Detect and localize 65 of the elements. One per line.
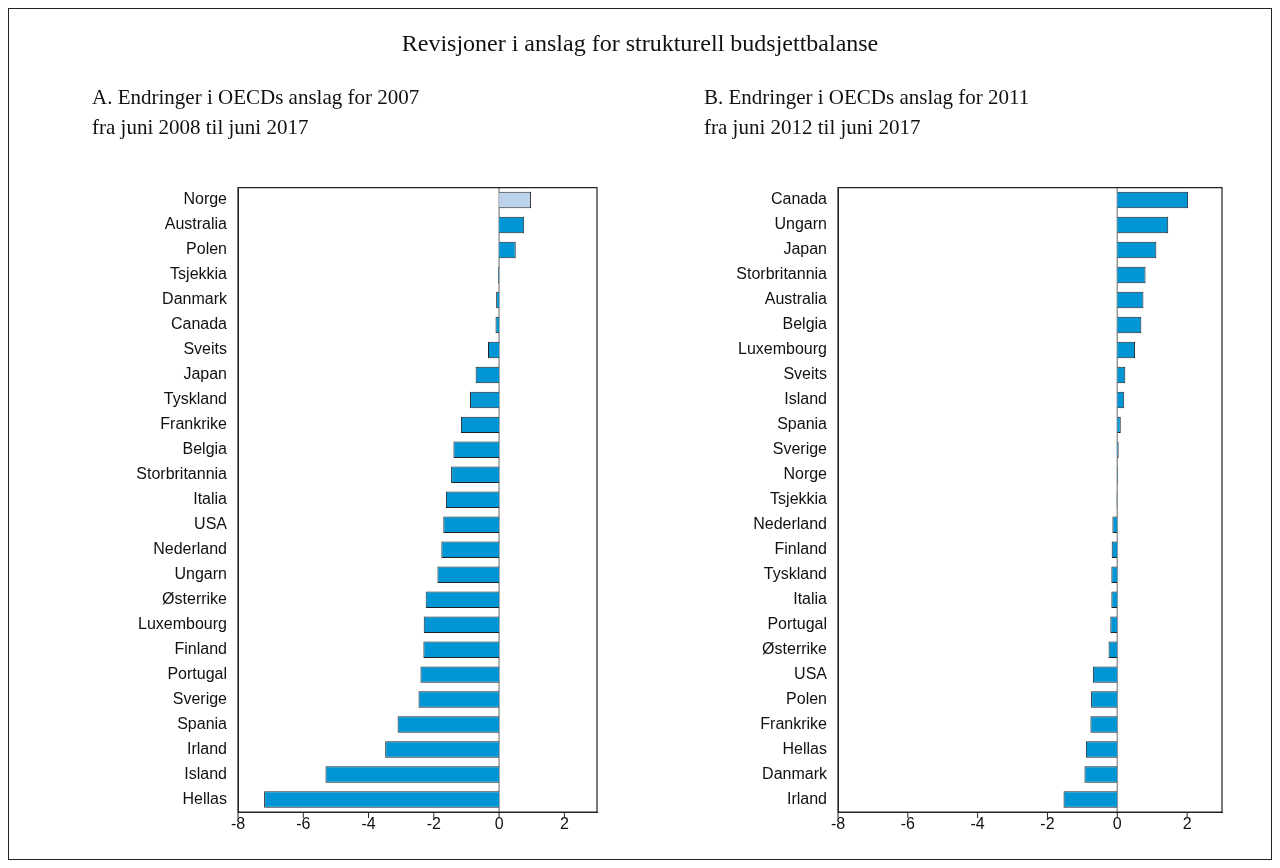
y-tick-label: Sverige (772, 440, 828, 458)
y-tick-label: Japan (783, 240, 827, 258)
chart-subtitle: B. Endringer i OECDs anslag for 2011 fra juni 2012 til juni 2017 (704, 84, 1030, 141)
x-tick-label: -8 (830, 815, 846, 833)
y-tick-label: Irland (186, 739, 227, 757)
y-tick-label: Storbritannia (736, 265, 828, 283)
y-tick-label: Finland (774, 540, 827, 558)
y-tick-label: Sveits (783, 365, 827, 383)
y-tick-label: Luxembourg (138, 615, 227, 633)
y-tick-label: Ungarn (774, 215, 827, 233)
y-tick-label: Australia (164, 215, 228, 233)
y-tick-label: Hellas (782, 739, 827, 757)
y-tick-label: Ungarn (174, 565, 227, 583)
y-tick-label: Nederland (753, 515, 827, 533)
y-tick-label: Storbritannia (136, 465, 228, 483)
x-tick-label: -4 (970, 815, 985, 833)
y-tick-label: Tyskland (163, 390, 227, 408)
y-tick-label: Canada (170, 315, 228, 333)
x-tick-label: 2 (1182, 815, 1192, 833)
y-tick-label: Nederland (153, 540, 227, 558)
y-tick-label: Canada (770, 190, 828, 208)
y-tick-label: Danmark (762, 764, 828, 782)
y-tick-label: Luxembourg (738, 340, 827, 358)
y-tick-label: Danmark (162, 290, 228, 308)
x-tick-label: -2 (426, 815, 442, 833)
y-tick-label: Sveits (183, 340, 227, 358)
y-tick-label: Frankrike (160, 415, 228, 433)
y-tick-label: Sverige (172, 690, 228, 708)
y-tick-label: Italia (193, 490, 228, 508)
y-tick-label: Østerrike (762, 640, 828, 658)
y-tick-label: Norge (183, 190, 228, 208)
y-tick-label: USA (194, 515, 228, 533)
chart-subtitle: A. Endringer i OECDs anslag for 2007 fra juni 2008 til juni 2017 (92, 84, 420, 141)
y-tick-label: Hellas (182, 789, 227, 807)
y-tick-label: Portugal (167, 665, 227, 683)
y-tick-label: Tsjekkia (770, 490, 828, 508)
y-tick-label: Island (784, 390, 827, 408)
y-tick-label: Polen (186, 240, 227, 258)
x-tick-label: -2 (1040, 815, 1055, 833)
y-tick-label: Belgia (182, 440, 228, 458)
y-tick-label: Polen (786, 690, 827, 708)
x-tick-label: 2 (559, 815, 569, 833)
y-tick-label: Norge (783, 465, 828, 483)
chart-title: Revisjoner i anslag for strukturell budsjettbalanse (400, 30, 880, 57)
x-tick-label: -8 (230, 815, 246, 833)
x-tick-label: -6 (296, 815, 311, 833)
x-tick-label: 0 (1112, 815, 1122, 833)
y-tick-label: Spania (177, 714, 228, 732)
y-tick-label: Tsjekkia (170, 265, 228, 283)
y-tick-label: Spania (777, 415, 828, 433)
y-tick-label: Østerrike (162, 590, 228, 608)
y-tick-label: Finland (174, 640, 227, 658)
y-tick-label: Japan (183, 365, 227, 383)
y-tick-label: Frankrike (760, 714, 828, 732)
x-tick-label: 0 (494, 815, 504, 833)
y-tick-label: Island (184, 764, 227, 782)
y-tick-label: Portugal (767, 615, 827, 633)
y-tick-label: USA (794, 665, 828, 683)
x-tick-label: -6 (900, 815, 916, 833)
x-tick-label: -4 (361, 815, 376, 833)
y-tick-label: Tyskland (763, 565, 827, 583)
y-tick-label: Italia (793, 590, 828, 608)
y-tick-label: Belgia (782, 315, 828, 333)
y-tick-label: Irland (786, 789, 827, 807)
y-tick-label: Australia (764, 290, 828, 308)
